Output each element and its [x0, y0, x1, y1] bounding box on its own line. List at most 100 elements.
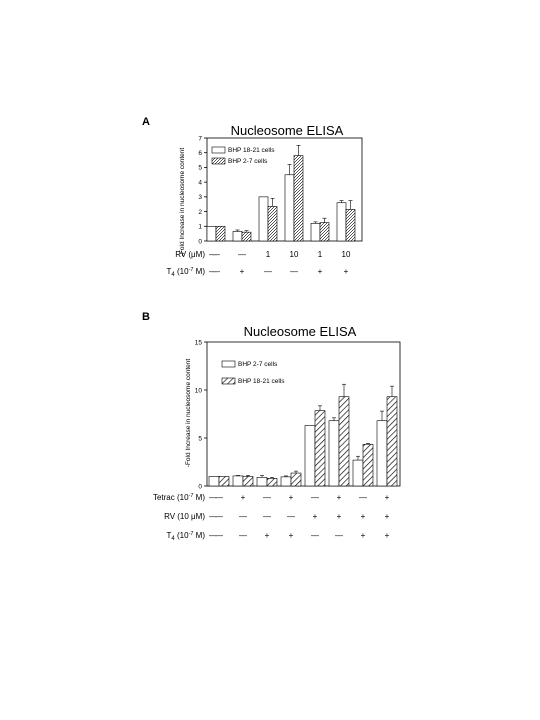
bar-series2-4	[293, 155, 304, 242]
bar-series1-7	[352, 459, 364, 487]
panel-b: B Nucleosome ELISA -Fold Increase in nuc…	[142, 311, 401, 542]
y-tick-label: 7	[198, 135, 202, 142]
y-tick-label: 3	[198, 194, 202, 201]
bar-series1-1	[208, 476, 220, 487]
panel-b-letter: B	[142, 311, 150, 323]
bar-series1-2	[232, 475, 244, 487]
condition-value: +	[361, 512, 366, 521]
plot-frame	[206, 137, 363, 242]
condition-value: —	[215, 493, 223, 502]
bar-series2-3	[266, 478, 278, 487]
condition-label: RV (10 μM)	[164, 512, 205, 521]
condition-value: —	[311, 493, 319, 502]
bar-series2-1	[215, 225, 226, 242]
y-tick-label: 15	[195, 339, 203, 346]
condition-value: +	[265, 531, 270, 540]
condition-label: T4 (10-7 M)	[167, 267, 206, 278]
panel-b-condition-table: Tetrac (10-7 M) — + — + — + — +—RV (10 μM) — — — — + +…	[153, 493, 390, 542]
legend-label: BHP 2-7 cells	[238, 361, 278, 368]
condition-dash: —	[209, 493, 217, 502]
condition-value: +	[385, 512, 390, 521]
condition-value: 1	[266, 250, 271, 259]
panel-b-plot-area: 0 5 10 15	[195, 339, 401, 490]
plot-frame	[206, 341, 401, 487]
bar-series2-5	[319, 222, 330, 242]
condition-value: —	[215, 512, 223, 521]
panel-a: A Nucleosome ELISA -Fold Increase in nuc…	[142, 116, 363, 278]
condition-value: —	[264, 267, 272, 276]
bar-series2-8	[386, 396, 398, 487]
bar-series1-1	[206, 225, 217, 242]
y-tick-label: 1	[198, 224, 202, 231]
legend-label: BHP 2-7 cells	[228, 158, 268, 165]
legend-swatch	[221, 377, 236, 385]
legend-swatch	[211, 146, 226, 154]
bar-series2-3	[267, 206, 278, 242]
y-tick-label: 5	[198, 165, 202, 172]
bar-series1-6	[336, 202, 347, 242]
bar-series2-6	[338, 396, 350, 487]
panel-a-title: Nucleosome ELISA	[231, 123, 344, 138]
condition-value: +	[289, 493, 294, 502]
condition-value: +	[385, 531, 390, 540]
condition-value: 1	[318, 250, 323, 259]
y-tick-label: 0	[198, 238, 202, 245]
y-tick-label: 6	[198, 150, 202, 157]
bar-series1-3	[256, 477, 268, 487]
condition-value: +	[241, 493, 246, 502]
panel-a-letter: A	[142, 116, 150, 128]
bar-series1-4	[280, 476, 292, 487]
condition-label: Tetrac (10-7 M)	[153, 493, 205, 502]
condition-value: 10	[290, 250, 299, 259]
bar-series1-8	[376, 420, 388, 487]
condition-label: RV (μM)	[175, 250, 205, 259]
condition-value: +	[385, 493, 390, 502]
panel-a-condition-table: RV (μM) — —1 10 1 10—T4 (10-7 M) — + — — + +—	[167, 250, 351, 278]
bar-series1-6	[328, 420, 340, 487]
y-tick-label: 5	[198, 435, 202, 442]
bar-series2-1	[218, 476, 230, 487]
legend-swatch	[221, 360, 236, 368]
y-tick-label: 0	[198, 483, 202, 490]
condition-value: —	[311, 531, 319, 540]
bar-series1-5	[304, 425, 316, 487]
condition-value: —	[263, 512, 271, 521]
condition-value: +	[240, 267, 245, 276]
condition-label: T4 (10-7 M)	[167, 531, 206, 542]
condition-value: —	[212, 267, 220, 276]
condition-dash: —	[209, 267, 217, 276]
condition-dash: —	[209, 531, 217, 540]
condition-value: —	[239, 531, 247, 540]
panel-a-plot-area: 0 1 2 3 4 5 6 7	[198, 135, 363, 245]
condition-value: +	[289, 531, 294, 540]
condition-value: —	[335, 531, 343, 540]
condition-value: +	[337, 493, 342, 502]
bar-series2-2	[241, 231, 252, 242]
y-tick-label: 10	[195, 387, 203, 394]
panel-b-legend: BHP 2-7 cells BHP 18-21 cells	[221, 360, 285, 385]
condition-value: —	[287, 512, 295, 521]
panel-a-legend: BHP 18-21 cells BHP 2-7 cells	[211, 146, 275, 165]
panel-b-title: Nucleosome ELISA	[244, 324, 357, 339]
y-tick-label: 4	[198, 179, 202, 186]
bar-series2-4	[290, 472, 302, 487]
bar-series2-2	[242, 476, 254, 487]
condition-value: —	[359, 493, 367, 502]
bar-series1-2	[232, 231, 243, 242]
bar-series1-4	[284, 174, 295, 242]
condition-value: +	[313, 512, 318, 521]
condition-value: —	[290, 267, 298, 276]
condition-value: 10	[342, 250, 351, 259]
legend-swatch	[211, 157, 226, 165]
condition-value: —	[263, 493, 271, 502]
bar-series1-3	[258, 196, 269, 242]
condition-value: —	[215, 531, 223, 540]
condition-value: +	[337, 512, 342, 521]
condition-value: —	[238, 250, 246, 259]
panel-b-y-axis-label: -Fold Increase in nucleosome content	[185, 359, 192, 468]
legend-label: BHP 18-21 cells	[228, 147, 275, 154]
condition-value: +	[318, 267, 323, 276]
bar-series2-5	[314, 410, 326, 487]
bar-series2-7	[362, 443, 374, 487]
